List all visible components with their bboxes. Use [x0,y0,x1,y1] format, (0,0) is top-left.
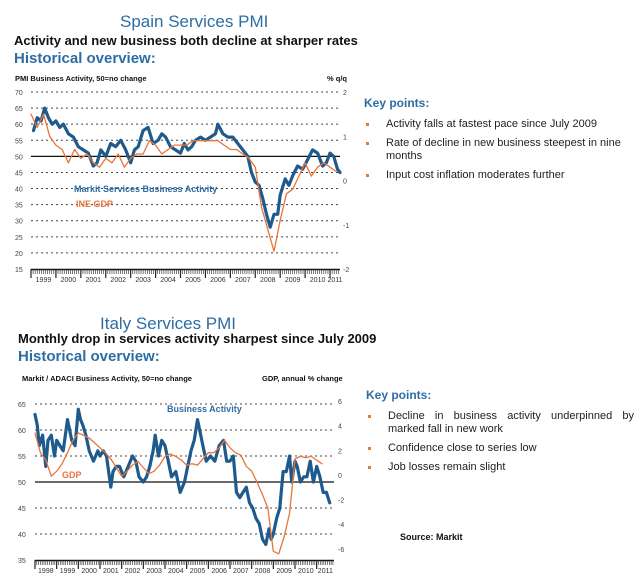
y2-tick-label: 2 [338,448,342,455]
x-tick-label: 2001 [103,568,119,575]
x-tick-label: 2003 [135,277,151,284]
series-line-ine-gdp [30,113,337,252]
italy-subtitle: Monthly drop in services activity sharpe… [18,331,377,346]
x-tick-label: 2005 [190,568,206,575]
y2-tick-label: -4 [338,522,344,529]
spain-key-points-list: Activity falls at fastest pace since Jul… [364,118,626,182]
y2-tick-label: -2 [343,267,349,274]
y-tick-label: 25 [15,235,23,242]
y-tick-label: 15 [15,267,23,274]
spain-subtitle: Activity and new business both decline a… [14,33,358,48]
y-tick-label: 65 [15,106,23,113]
bullet-icon [368,415,371,418]
bullet-icon [366,174,369,177]
series-line-markit-services-business-activity [31,106,342,229]
y2-tick-label: 4 [338,424,342,431]
legend-label: Business Activity [167,404,242,414]
bullet-icon [368,466,371,469]
spain-key-point: Rate of decline in new business steepest… [364,137,626,163]
x-tick-label: 2007 [233,568,249,575]
spain-key-point: Input cost inflation moderates further [364,169,626,182]
y-tick-label: 60 [18,428,26,435]
italy-key-point: Confidence close to series low [366,442,634,455]
spain-key-points: Key points: Activity falls at fastest pa… [364,96,626,188]
x-tick-label: 2008 [255,568,271,575]
y2-tick-label: 6 [338,399,342,406]
y2-tick-label: -2 [338,498,344,505]
x-tick-label: 2006 [210,277,226,284]
spain-title: Spain Services PMI [120,12,269,31]
y-tick-label: 50 [15,154,23,161]
spain-section-heading: Historical overview: [14,50,156,67]
y-tick-label: 60 [15,122,23,129]
x-tick-label: 2005 [185,277,201,284]
series-line-gdp [34,432,323,555]
y-tick-label: 40 [15,187,23,194]
spain-key-point: Activity falls at fastest pace since Jul… [364,118,626,131]
italy-section-heading: Historical overview: [18,348,160,365]
x-tick-label: 2009 [276,568,292,575]
x-tick-label: 2003 [146,568,162,575]
y-tick-label: 55 [18,454,26,461]
y-tick-label: 50 [18,480,26,487]
x-tick-label: 2002 [110,277,126,284]
x-tick-label: 2004 [168,568,184,575]
y2-tick-label: -6 [338,547,344,554]
x-tick-label: 2009 [285,277,301,284]
x-tick-label: 1999 [60,568,76,575]
x-tick-label: 1998 [38,568,54,575]
x-tick-label: 2011 [327,277,342,284]
x-tick-label: 2002 [125,568,141,575]
y2-tick-label: 2 [343,90,347,97]
y2-tick-label: 1 [343,134,347,141]
source-note: Source: Markit [400,532,463,542]
y-tick-label: 35 [15,203,23,210]
y2-tick-label: 0 [338,473,342,480]
y-tick-label: 30 [15,219,23,226]
italy-left-axis-caption: Markit / ADACI Business Activity, 50=no … [22,374,192,383]
italy-key-point: Decline in business activity underpinned… [366,410,634,436]
italy-chart: 65 60 55 50 45 40 35 6 4 2 0 -2 -4 -6 1998 1999 2000 2001… [18,399,344,575]
y2-tick-label: 0 [343,179,347,186]
x-tick-label: 2004 [160,277,176,284]
x-tick-label: 2007 [235,277,251,284]
x-tick-label: 2011 [318,568,333,575]
italy-right-axis-caption: GDP, annual % change [262,374,343,383]
legend-label: INE GDP [76,199,113,209]
y-tick-label: 55 [15,138,23,145]
spain-left-axis-caption: PMI Business Activity, 50=no change [15,74,147,83]
bullet-icon [366,142,369,145]
italy-key-point: Job losses remain slight [366,461,634,474]
legend-label: Markit Services Business Activity [74,184,217,194]
y-tick-label: 45 [15,170,23,177]
x-tick-label: 2001 [86,277,102,284]
y-tick-label: 45 [18,506,26,513]
x-tick-label: 2000 [81,568,97,575]
bullet-icon [366,123,369,126]
y-tick-label: 70 [15,90,23,97]
spain-key-points-title: Key points: [364,96,430,110]
y-tick-label: 20 [15,251,23,258]
y2-tick-label: -1 [343,223,349,230]
italy-title: Italy Services PMI [100,314,237,333]
y-tick-label: 65 [18,402,26,409]
y-tick-label: 40 [18,532,26,539]
x-tick-label: 2008 [260,277,276,284]
spain-chart: 70 65 60 55 50 45 40 35 30 25 20 15 2 1 0 -1 -2 1999 2000 2… [15,90,349,284]
series-line-business-activity [33,407,332,546]
italy-key-points: Key points: Decline in business activity… [366,388,634,480]
italy-key-points-list: Decline in business activity underpinned… [366,410,634,474]
x-tick-label: 2010 [310,277,326,284]
legend-label: GDP [62,470,82,480]
x-tick-label: 2010 [298,568,314,575]
spain-right-axis-caption: % q/q [327,74,347,83]
bullet-icon [368,447,371,450]
y-tick-label: 35 [18,558,26,565]
x-tick-label: 2006 [211,568,227,575]
x-tick-label: 1999 [36,277,52,284]
x-tick-label: 2000 [61,277,77,284]
italy-key-points-title: Key points: [366,388,432,402]
